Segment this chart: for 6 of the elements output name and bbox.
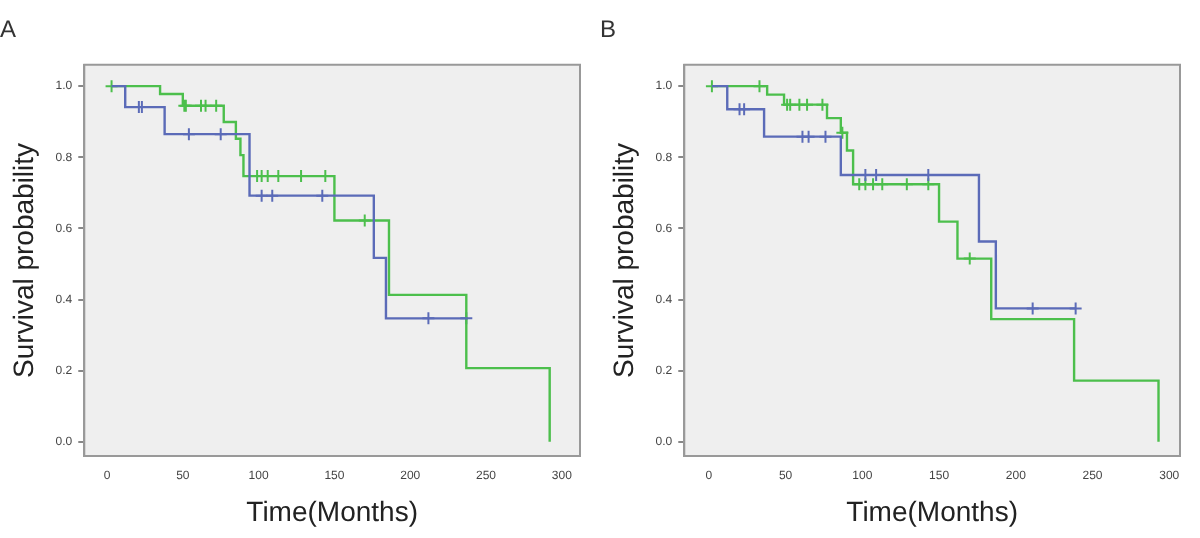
x-axis-title: Time(Months) (846, 494, 1018, 527)
x-axis-title: Time(Months) (246, 494, 418, 527)
chart-title: A (0, 15, 17, 44)
y-axis-title: Survival probability (606, 142, 639, 378)
chart-title: B (600, 15, 617, 44)
y-axis-title: Survival probability (6, 142, 39, 378)
